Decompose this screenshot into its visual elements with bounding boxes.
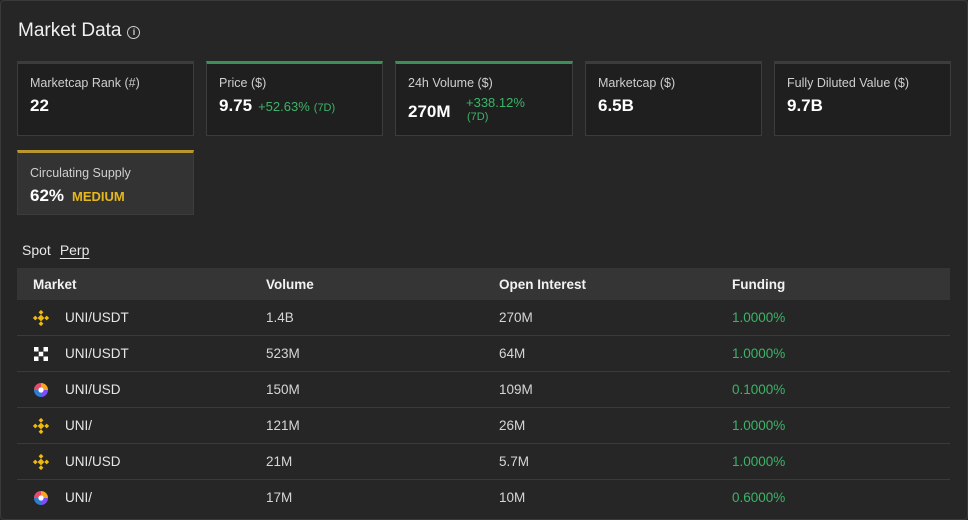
volume-cell: 121M	[266, 407, 499, 444]
info-icon[interactable]: i	[127, 25, 141, 39]
card-label: Circulating Supply	[30, 166, 131, 180]
open-interest-cell: 270M	[499, 300, 732, 336]
column-header-open-interest[interactable]: Open Interest	[499, 276, 587, 292]
market-pair: UNI/USDT	[65, 310, 129, 325]
table-row[interactable]: UNI/ 17M 10M 0.6000%	[17, 480, 950, 516]
market-pair: UNI/	[65, 490, 92, 505]
card-value: 9.75	[219, 96, 253, 115]
card-circulating-supply: Circulating Supply 62% MEDIUM	[17, 150, 194, 215]
open-interest-cell: 5.7M	[499, 443, 732, 480]
card-label: 24h Volume ($)	[408, 76, 493, 90]
card-value: 9.7B	[787, 96, 823, 115]
card-label: Fully Diluted Value ($)	[787, 76, 910, 90]
open-interest-cell: 10M	[499, 490, 526, 505]
period-label: (7D)	[467, 111, 489, 123]
markets-table: Market Volume Open Interest Funding UNI/…	[17, 268, 950, 515]
volume-cell: 523M	[266, 335, 499, 372]
card-value-row: 62% MEDIUM	[30, 186, 125, 206]
card-label: Marketcap Rank (#)	[30, 76, 140, 90]
card-value: 22	[30, 96, 49, 115]
card-value: 270M	[408, 102, 451, 121]
funding-cell: 1.0000%	[732, 300, 950, 336]
open-interest-cell: 109M	[499, 371, 732, 408]
table-row[interactable]: UNI/ 121M 26M 1.0000%	[17, 407, 950, 444]
page-title: Market Data	[18, 20, 122, 41]
column-header-funding[interactable]: Funding	[732, 276, 786, 292]
table-row[interactable]: UNI/USDT 1.4B 270M 1.0000%	[17, 300, 950, 336]
card-price: Price ($) 9.75 +52.63% (7D)	[206, 61, 383, 136]
binance-icon	[33, 417, 49, 434]
multicolor-exchange-icon	[34, 382, 48, 397]
card-value-row: 9.75 +52.63% (7D)	[219, 96, 335, 116]
multicolor-exchange-icon	[34, 490, 48, 505]
card-value: 62%	[30, 186, 65, 205]
market-pair: UNI/USDT	[65, 346, 129, 361]
volume-change-percent: +338.12%	[466, 95, 525, 110]
binance-icon	[33, 309, 49, 326]
table-row[interactable]: UNI/USD 21M 5.7M 1.0000%	[17, 443, 950, 480]
open-interest-cell: 64M	[499, 335, 732, 372]
column-header-market[interactable]: Market	[33, 276, 77, 292]
market-pair: UNI/	[65, 418, 92, 433]
price-change: +52.63%	[258, 99, 310, 114]
market-pair: UNI/USD	[65, 382, 121, 397]
funding-cell: 1.0000%	[732, 407, 950, 444]
table-header-row: Market Volume Open Interest Funding	[17, 268, 950, 300]
table-row[interactable]: UNI/USD 150M 109M 0.1000%	[17, 371, 950, 408]
period-label: (7D)	[313, 102, 336, 114]
binance-icon	[33, 453, 49, 470]
column-header-volume[interactable]: Volume	[266, 276, 314, 292]
card-24h-volume: 24h Volume ($) 270M +338.12% (7D)	[395, 61, 573, 136]
tab-spot[interactable]: Spot	[22, 242, 51, 258]
funding-cell: 0.1000%	[732, 371, 950, 408]
tab-perp[interactable]: Perp	[59, 242, 90, 258]
okx-icon	[34, 346, 48, 361]
table-row[interactable]: UNI/USDT 523M 64M 1.0000%	[17, 335, 950, 372]
market-pair: UNI/USD	[65, 454, 121, 469]
card-marketcap: Marketcap ($) 6.5B	[585, 61, 762, 136]
card-label: Marketcap ($)	[598, 76, 676, 90]
market-type-tabs: Spot Perp	[22, 242, 89, 258]
volume-cell: 150M	[266, 371, 499, 408]
volume-cell: 21M	[266, 443, 499, 480]
card-fully-diluted-value: Fully Diluted Value ($) 9.7B	[774, 61, 951, 136]
open-interest-cell: 26M	[499, 407, 732, 444]
volume-change: +338.12% (7D)	[466, 96, 525, 124]
volume-cell: 1.4B	[266, 300, 499, 336]
card-marketcap-rank: Marketcap Rank (#) 22	[17, 61, 194, 136]
funding-cell: 0.6000%	[732, 490, 786, 505]
card-value: 6.5B	[598, 96, 634, 115]
card-label: Price ($)	[219, 76, 267, 90]
funding-cell: 1.0000%	[732, 443, 950, 480]
volume-cell: 17M	[266, 490, 293, 505]
section-header: Market Data i	[18, 20, 141, 42]
funding-cell: 1.0000%	[732, 335, 950, 372]
supply-status-badge: MEDIUM	[72, 189, 125, 204]
